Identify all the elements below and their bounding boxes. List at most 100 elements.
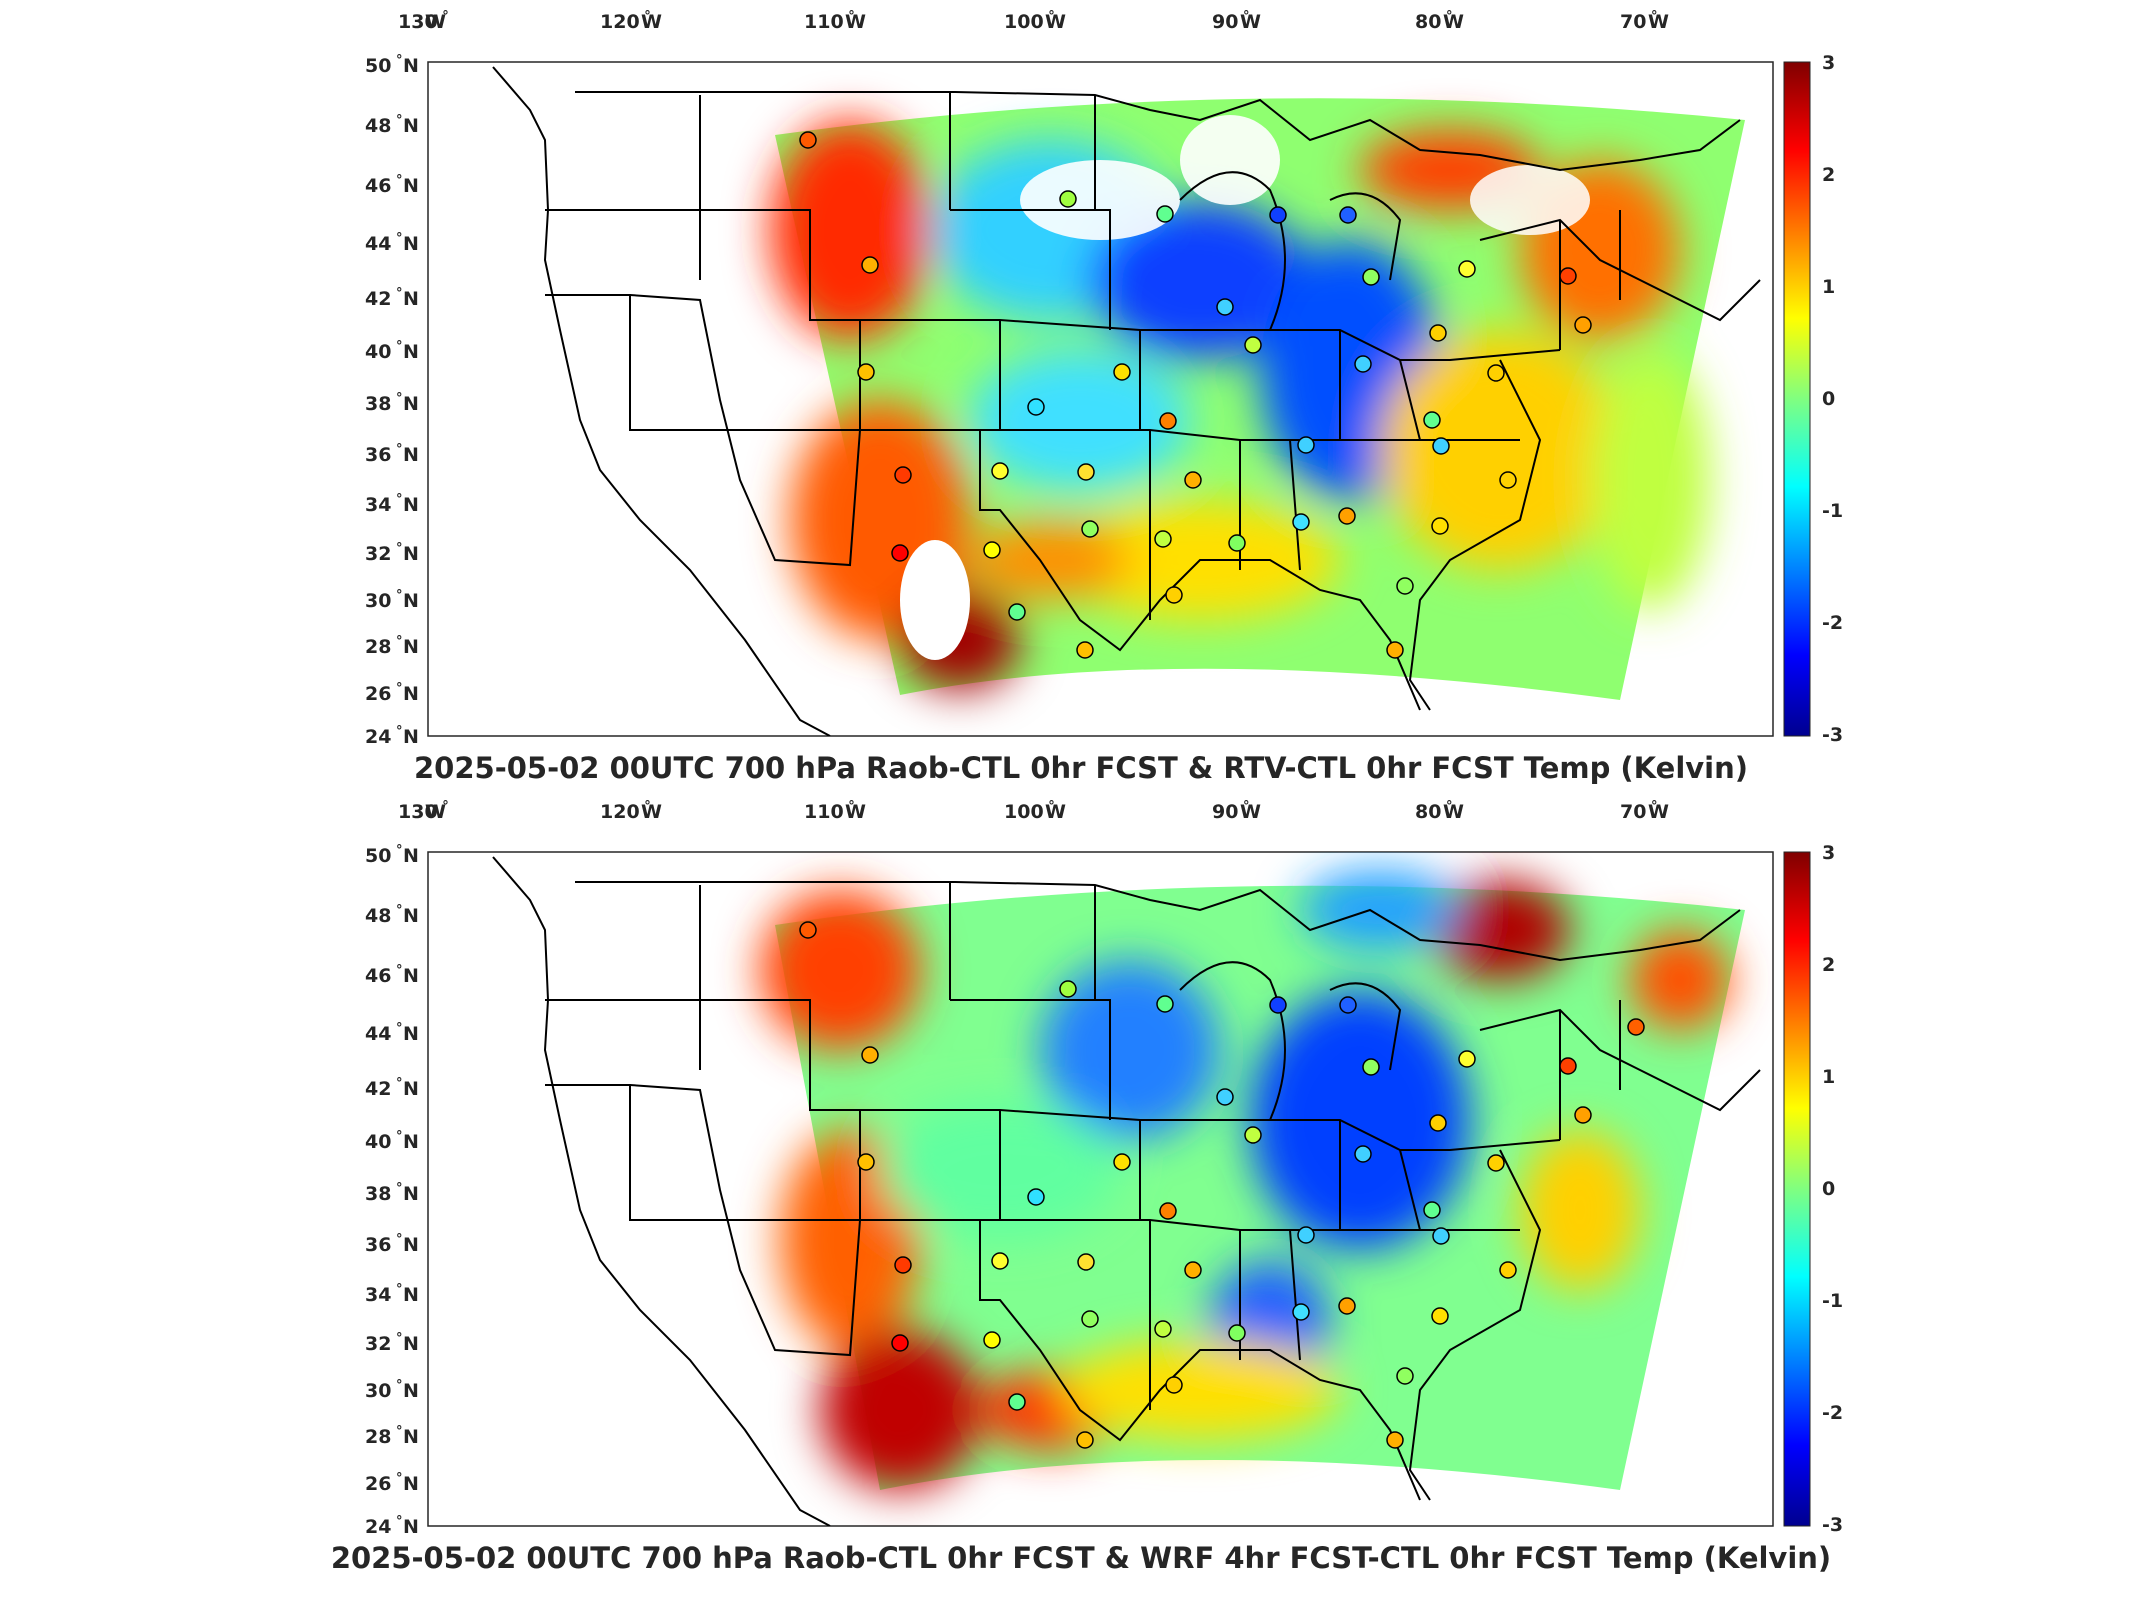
lon-label: 80 ° bbox=[1415, 799, 1452, 823]
lon-degree: W bbox=[1240, 11, 1261, 33]
lat-label: 28 ° bbox=[365, 1424, 402, 1448]
colorbar-tick: 0 bbox=[1822, 388, 1835, 410]
lon-degree: W bbox=[1045, 11, 1066, 33]
lat-label: 46 ° bbox=[365, 173, 402, 197]
longitude-labels: 130 ° W 120 ° W 110 ° W 100 ° W 90 ° W 8… bbox=[398, 9, 1669, 33]
lat-hemisphere: N bbox=[403, 1380, 419, 1402]
lat-hemisphere: N bbox=[403, 288, 419, 310]
lat-label: 38 ° bbox=[365, 1181, 402, 1205]
lat-label: 24 ° bbox=[365, 1514, 402, 1538]
boundaries bbox=[492, 66, 1761, 736]
lat-label: 30 ° bbox=[365, 1378, 402, 1402]
lat-hemisphere: N bbox=[403, 233, 419, 255]
latitude-labels: 50 ° N 48 ° N 46 ° N 44 ° N 42 ° N 40 ° N 38 °… bbox=[365, 843, 419, 1538]
lat-hemisphere: N bbox=[403, 1078, 419, 1100]
colorbar-tick: 1 bbox=[1822, 1066, 1835, 1088]
map-svg-top: 130 ° W 120 ° W 110 ° W 100 ° W 90 ° W 8… bbox=[365, 9, 1843, 785]
colorbar-tick: -1 bbox=[1822, 500, 1843, 522]
lon-degree: W bbox=[1240, 801, 1261, 823]
lat-label: 34 ° bbox=[365, 492, 402, 516]
lat-label: 46 ° bbox=[365, 963, 402, 987]
colorbar-tick: -2 bbox=[1822, 612, 1843, 634]
lon-degree: W bbox=[1443, 11, 1464, 33]
lat-label: 44 ° bbox=[365, 1021, 402, 1045]
colorbar-tick: 2 bbox=[1822, 954, 1835, 976]
lat-hemisphere: N bbox=[403, 905, 419, 927]
lat-label: 40 ° bbox=[365, 339, 402, 363]
lat-hemisphere: N bbox=[403, 1284, 419, 1306]
lat-label: 44 ° bbox=[365, 231, 402, 255]
lat-hemisphere: N bbox=[403, 1516, 419, 1538]
lat-hemisphere: N bbox=[403, 1183, 419, 1205]
lat-hemisphere: N bbox=[403, 1023, 419, 1045]
lon-degree: W bbox=[1648, 801, 1669, 823]
lat-hemisphere: N bbox=[403, 393, 419, 415]
lon-degree: W bbox=[641, 801, 662, 823]
lat-hemisphere: N bbox=[403, 726, 419, 748]
lat-hemisphere: N bbox=[403, 965, 419, 987]
colorbar-tick: -3 bbox=[1822, 1514, 1843, 1536]
colorbar-tick: 0 bbox=[1822, 1178, 1835, 1200]
lat-label: 36 ° bbox=[365, 1232, 402, 1256]
lat-hemisphere: N bbox=[403, 1131, 419, 1153]
panel-bottom: 130 ° W 120 ° W 110 ° W 100 ° W 90 ° W 8… bbox=[0, 790, 2133, 1590]
lat-label: 36 ° bbox=[365, 442, 402, 466]
lat-hemisphere: N bbox=[403, 845, 419, 867]
lat-label: 34 ° bbox=[365, 1282, 402, 1306]
colorbar-tick: 2 bbox=[1822, 164, 1835, 186]
lat-label: 40 ° bbox=[365, 1129, 402, 1153]
lat-label: 48 ° bbox=[365, 113, 402, 137]
lat-label: 50 ° bbox=[365, 53, 402, 77]
colorbar-tick: 3 bbox=[1822, 52, 1835, 74]
panel-title: 2025-05-02 00UTC 700 hPa Raob-CTL 0hr FC… bbox=[414, 751, 1748, 785]
temperature-field bbox=[770, 98, 1745, 701]
raob-stations bbox=[799, 921, 1645, 1449]
raob-stations bbox=[799, 131, 1592, 659]
colorbar: 3 2 1 0 -1 -2 -3 bbox=[1783, 52, 1843, 746]
lat-hemisphere: N bbox=[403, 636, 419, 658]
colorbar-tick: -2 bbox=[1822, 1402, 1843, 1424]
lon-degree: W bbox=[1443, 801, 1464, 823]
colorbar-tick: 1 bbox=[1822, 276, 1835, 298]
lat-hemisphere: N bbox=[403, 115, 419, 137]
lon-degree: W bbox=[1648, 11, 1669, 33]
lon-degree: W bbox=[1045, 801, 1066, 823]
lat-hemisphere: N bbox=[403, 1426, 419, 1448]
lat-hemisphere: N bbox=[403, 444, 419, 466]
colorbar: 3 2 1 0 -1 -2 -3 bbox=[1783, 842, 1843, 1536]
map-svg-bottom: 130 ° W 120 ° W 110 ° W 100 ° W 90 ° W 8… bbox=[331, 799, 1843, 1575]
lat-label: 28 ° bbox=[365, 634, 402, 658]
lon-degree: W bbox=[845, 801, 866, 823]
lat-label: 32 ° bbox=[365, 1331, 402, 1355]
lat-label: 50 ° bbox=[365, 843, 402, 867]
lat-hemisphere: N bbox=[403, 175, 419, 197]
boundaries bbox=[492, 856, 1761, 1526]
lat-hemisphere: N bbox=[403, 590, 419, 612]
panel-top: 130 ° W 120 ° W 110 ° W 100 ° W 90 ° W 8… bbox=[365, 9, 1843, 785]
colorbar-tick: 3 bbox=[1822, 842, 1835, 864]
lat-hemisphere: N bbox=[403, 494, 419, 516]
lat-hemisphere: N bbox=[403, 55, 419, 77]
lon-degree: W bbox=[425, 11, 446, 33]
lat-label: 30 ° bbox=[365, 588, 402, 612]
lat-hemisphere: N bbox=[403, 1333, 419, 1355]
lat-label: 42 ° bbox=[365, 286, 402, 310]
temperature-field bbox=[760, 870, 1745, 1490]
latitude-labels: 50 ° N 48 ° N 46 ° N 44 ° N 42 ° N 40 ° N 38 °… bbox=[365, 53, 419, 748]
lat-label: 26 ° bbox=[365, 681, 402, 705]
longitude-labels: 130 ° W 120 ° W 110 ° W 100 ° W 90 ° W 8… bbox=[398, 799, 1669, 823]
lat-label: 24 ° bbox=[365, 724, 402, 748]
panel-title: 2025-05-02 00UTC 700 hPa Raob-CTL 0hr FC… bbox=[331, 1541, 1831, 1575]
lon-degree: W bbox=[425, 801, 446, 823]
lat-label: 42 ° bbox=[365, 1076, 402, 1100]
lat-label: 48 ° bbox=[365, 903, 402, 927]
colorbar-tick: -1 bbox=[1822, 1290, 1843, 1312]
lat-label: 38 ° bbox=[365, 391, 402, 415]
lat-label: 32 ° bbox=[365, 541, 402, 565]
lat-label: 26 ° bbox=[365, 1471, 402, 1495]
lat-hemisphere: N bbox=[403, 1473, 419, 1495]
lat-hemisphere: N bbox=[403, 341, 419, 363]
lon-degree: W bbox=[641, 11, 662, 33]
lat-hemisphere: N bbox=[403, 543, 419, 565]
colorbar-tick: -3 bbox=[1822, 724, 1843, 746]
